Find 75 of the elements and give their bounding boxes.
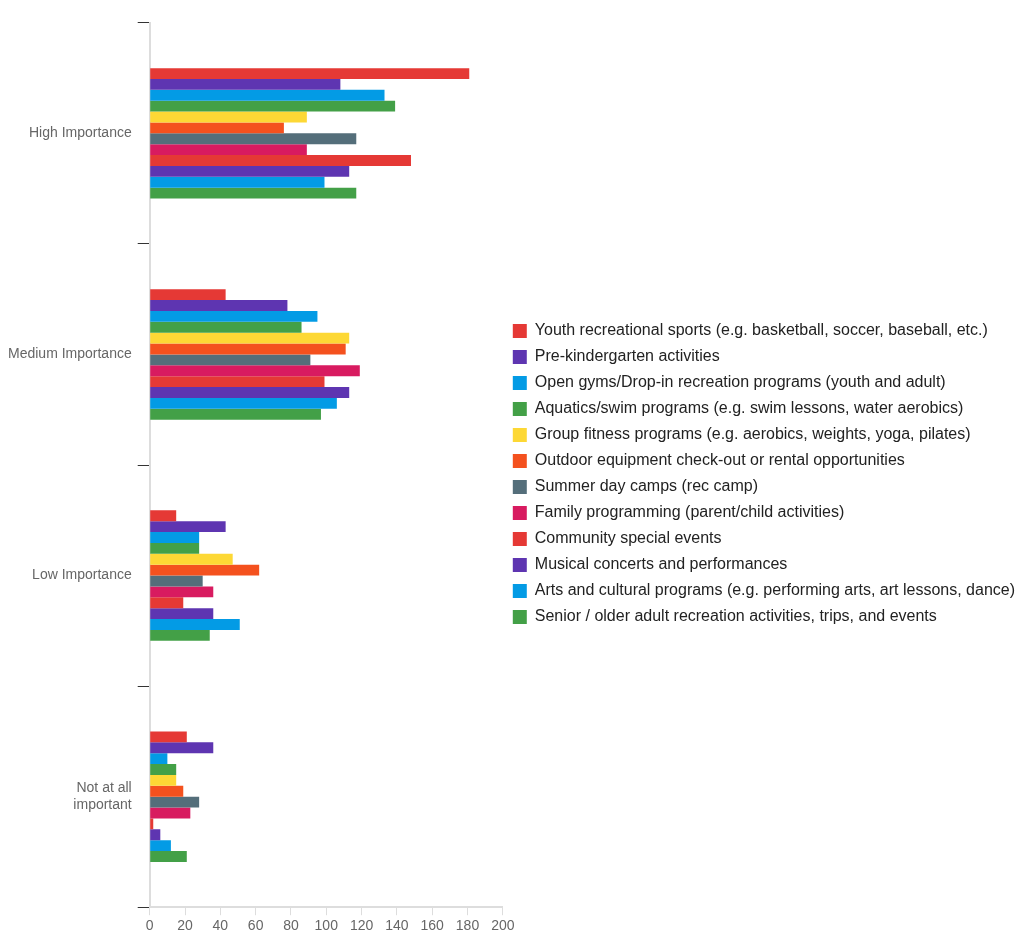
y-tick-label: Not at all important: [73, 779, 132, 812]
bar: [150, 818, 154, 830]
bar: [150, 829, 161, 841]
bar: [150, 742, 214, 754]
bar: [150, 532, 200, 543]
legend-label: Musical concerts and performances: [534, 555, 788, 573]
bar: [150, 133, 357, 145]
y-tick-label: Medium Importance: [8, 345, 132, 362]
bar: [150, 122, 284, 134]
x-tick-label: 40: [212, 917, 229, 934]
bar: [150, 79, 341, 90]
legend-label: Arts and cultural programs (e.g. performing arts, art lessons, dance): [534, 581, 1015, 599]
x-tick-label: 160: [420, 917, 445, 934]
x-tick-label: 20: [177, 917, 194, 934]
bar: [150, 289, 226, 301]
legend-label: Aquatics/swim programs (e.g. swim lessons, water aerobics): [534, 399, 964, 417]
bar: [150, 376, 325, 388]
bar: [150, 753, 168, 765]
bar: [150, 629, 210, 641]
legend-label: Senior / older adult recreation activities, trips, and events: [534, 607, 937, 625]
bar: [150, 764, 177, 775]
bar: [150, 68, 470, 79]
x-tick-label: 0: [145, 917, 154, 934]
bar: [150, 731, 187, 743]
bar: [150, 300, 288, 311]
bar: [150, 840, 171, 851]
bar: [150, 321, 302, 333]
legend-label: Group fitness programs (e.g. aerobics, weights, yoga, pilates): [534, 425, 971, 443]
bar: [150, 187, 357, 199]
bar: [150, 176, 325, 188]
bar: [150, 785, 184, 797]
x-tick-label: 120: [349, 917, 374, 934]
bar: [150, 343, 346, 355]
legend-label: Open gyms/Drop-in recreation programs (youth and adult): [534, 373, 946, 391]
legend-label: Youth recreational sports (e.g. basketball, soccer, baseball, etc.): [534, 321, 988, 339]
y-tick-label: Low Importance: [32, 566, 132, 583]
bar: [150, 619, 240, 630]
legend-label: Pre-kindergarten activities: [534, 347, 720, 365]
bar: [150, 155, 411, 166]
bar: [150, 553, 233, 565]
bar: [150, 387, 350, 398]
bar: [150, 851, 187, 862]
bar: [150, 365, 360, 377]
bar: [150, 354, 311, 366]
bar: [150, 510, 177, 522]
x-tick-label: 60: [247, 917, 264, 934]
legend-label: Outdoor equipment check-out or rental opportunities: [534, 451, 905, 469]
bar: [150, 586, 214, 598]
x-tick-label: 80: [283, 917, 299, 934]
x-tick-label: 140: [385, 917, 409, 934]
bar: [150, 100, 396, 112]
bar: [150, 310, 318, 322]
legend-label: Family programming (parent/child activities): [534, 503, 845, 521]
bar: [150, 542, 200, 554]
bar: [150, 332, 350, 344]
bar: [150, 608, 214, 620]
bar: [150, 521, 226, 533]
legend-label: Community special events: [534, 529, 722, 547]
bar: [150, 397, 337, 409]
legend-label: Summer day camps (rec camp): [534, 477, 758, 495]
bar: [150, 796, 200, 808]
x-tick-label: 180: [455, 917, 480, 934]
bar: [150, 575, 203, 587]
bar: [150, 564, 260, 576]
bar: [150, 774, 177, 786]
x-tick-label: 200: [491, 917, 515, 934]
bar: [150, 144, 307, 156]
bar: [150, 89, 385, 101]
bar: [150, 165, 350, 177]
bar: [150, 111, 307, 123]
x-tick-label: 100: [314, 917, 339, 934]
bar: [150, 597, 184, 609]
bar: [150, 408, 321, 420]
bar: [150, 807, 191, 819]
y-tick-label: High Importance: [29, 124, 132, 141]
